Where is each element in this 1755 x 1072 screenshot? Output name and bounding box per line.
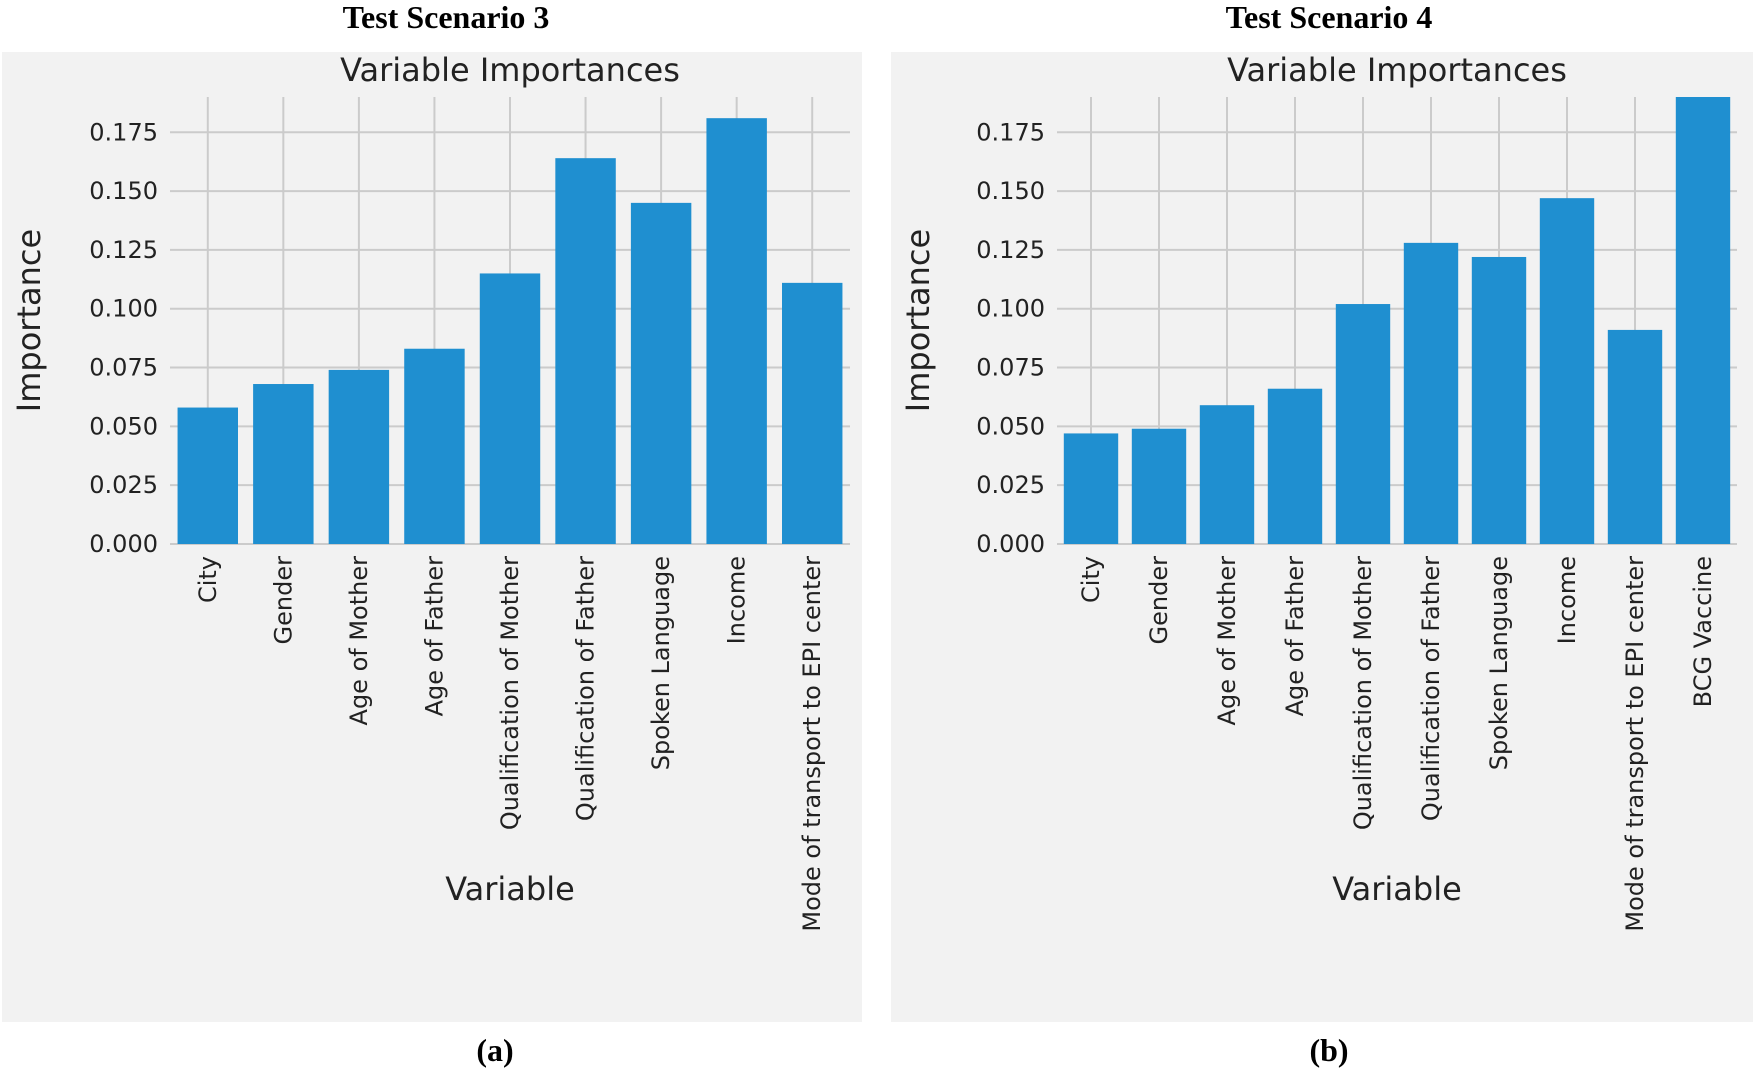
y-tick-label: 0.000 — [976, 530, 1045, 558]
chart-b-svg: 0.000 0.025 0.050 0.075 0.100 0.125 0.150 0.175… — [899, 52, 1737, 932]
bar — [1131, 428, 1187, 544]
bar — [555, 158, 616, 544]
y-axis-label: Importance — [899, 229, 937, 412]
bar — [1403, 242, 1459, 544]
x-tick-label: Age of Father — [420, 556, 448, 717]
scenario-3-title: Test Scenario 3 — [342, 0, 550, 35]
bar — [253, 384, 314, 544]
x-tick-label: Gender — [269, 556, 297, 645]
caption-b: (b) — [1309, 1032, 1349, 1068]
chart-panel-b: 0.000 0.025 0.050 0.075 0.100 0.125 0.150 0.175… — [891, 52, 1753, 1022]
x-tick-label: Income — [723, 556, 751, 644]
x-tick-label: Spoken Language — [647, 556, 675, 770]
y-tick-label: 0.150 — [976, 177, 1045, 205]
x-axis-label: Variable — [1332, 870, 1462, 908]
bar — [1471, 256, 1527, 544]
y-tick-label: 0.075 — [89, 354, 158, 382]
x-tick-label: Age of Mother — [1213, 556, 1241, 726]
bar — [479, 273, 541, 544]
y-tick-label: 0.000 — [89, 530, 158, 558]
x-tick-label: Qualification of Father — [572, 556, 600, 821]
bar — [706, 118, 767, 545]
x-tick-label: City — [1077, 556, 1105, 603]
x-tick-label: Qualification of Mother — [496, 556, 524, 830]
x-tick-label: Mode of transport to EPI center — [798, 556, 826, 932]
x-tick-label: Qualification of Father — [1417, 556, 1445, 821]
y-tick-label: 0.175 — [976, 118, 1045, 146]
scenario-4-title: Test Scenario 4 — [1225, 0, 1433, 35]
chart-panel-a: 0.000 0.025 0.050 0.075 0.100 0.125 0.150 0.175… — [2, 52, 862, 1022]
chart-a-svg: 0.000 0.025 0.050 0.075 0.100 0.125 0.150 0.175… — [10, 52, 850, 932]
x-axis-label: Variable — [445, 870, 575, 908]
x-tick-label: Income — [1553, 556, 1581, 644]
y-tick-label: 0.100 — [89, 295, 158, 323]
bar — [1675, 97, 1731, 544]
bar — [630, 202, 692, 545]
bar — [1267, 388, 1323, 544]
y-tick-label: 0.125 — [976, 236, 1045, 264]
chart-title: Variable Importances — [340, 52, 680, 89]
y-tick-label: 0.150 — [89, 177, 158, 205]
bar — [404, 348, 465, 544]
x-tick-label: City — [194, 556, 222, 603]
x-tick-label: Qualification of Mother — [1349, 556, 1377, 830]
y-tick-label: 0.050 — [976, 412, 1045, 440]
bar — [177, 407, 238, 544]
y-tick-label: 0.050 — [89, 412, 158, 440]
x-tick-label: BCG Vaccine — [1689, 556, 1717, 707]
y-axis-label: Importance — [10, 229, 48, 412]
x-tick-label: Spoken Language — [1485, 556, 1513, 770]
bar — [1539, 198, 1595, 545]
x-tick-label: Age of Father — [1281, 556, 1309, 717]
y-tick-label: 0.100 — [976, 295, 1045, 323]
y-tick-label: 0.125 — [89, 236, 158, 264]
caption-a: (a) — [476, 1032, 514, 1068]
bar — [782, 282, 843, 544]
x-tick-label: Mode of transport to EPI center — [1621, 556, 1649, 932]
bar — [1607, 329, 1663, 544]
bar — [1063, 433, 1119, 544]
y-tick-label: 0.025 — [976, 471, 1045, 499]
y-tick-label: 0.075 — [976, 354, 1045, 382]
y-tick-label: 0.175 — [89, 118, 158, 146]
x-tick-label: Age of Mother — [345, 556, 373, 726]
bar — [1335, 304, 1391, 544]
bar — [1199, 405, 1255, 544]
bar — [328, 369, 390, 544]
x-tick-label: Gender — [1145, 556, 1173, 645]
y-tick-label: 0.025 — [89, 471, 158, 499]
chart-title: Variable Importances — [1227, 52, 1567, 89]
